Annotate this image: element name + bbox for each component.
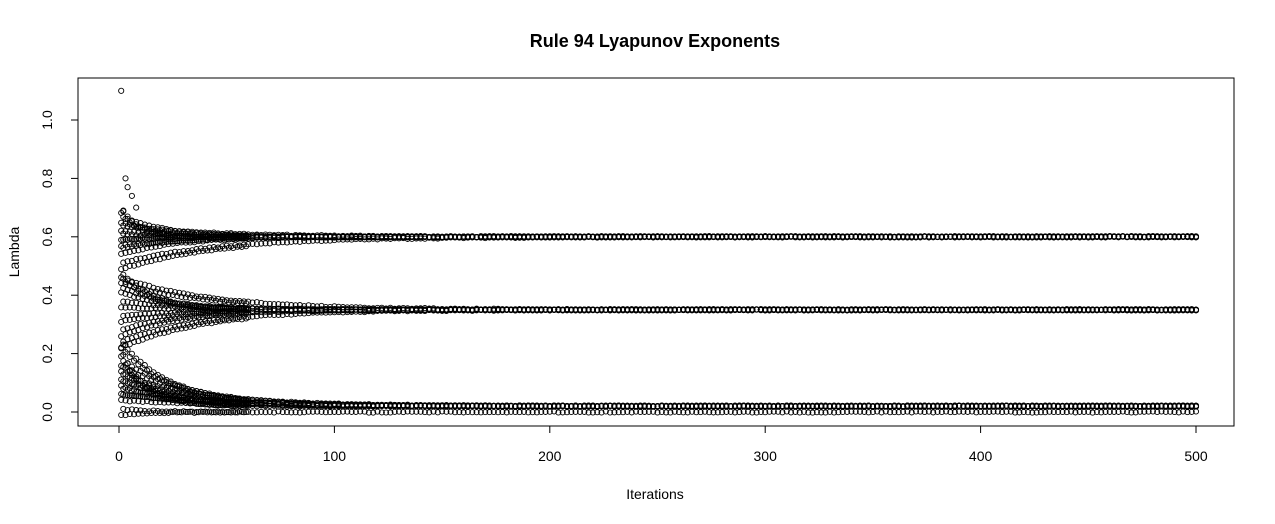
data-point bbox=[126, 241, 133, 248]
data-point bbox=[258, 234, 265, 241]
data-point bbox=[309, 233, 316, 240]
data-point bbox=[167, 249, 174, 256]
data-point bbox=[128, 236, 135, 243]
data-point bbox=[163, 227, 170, 234]
data-point bbox=[120, 259, 127, 266]
data-point bbox=[131, 247, 138, 254]
data-point bbox=[482, 233, 489, 240]
data-point bbox=[305, 233, 312, 240]
data-point bbox=[118, 227, 125, 234]
data-point bbox=[118, 243, 125, 250]
data-point bbox=[118, 250, 125, 257]
data-point bbox=[131, 262, 138, 269]
plot-frame bbox=[77, 77, 1235, 427]
data-point bbox=[152, 256, 159, 263]
data-point bbox=[118, 266, 125, 273]
data-point bbox=[124, 213, 131, 220]
data-point bbox=[143, 258, 151, 265]
data-points bbox=[118, 87, 1200, 419]
data-point bbox=[133, 256, 140, 263]
data-point bbox=[253, 234, 260, 241]
data-point bbox=[327, 234, 334, 241]
data-point bbox=[318, 233, 325, 240]
data-point bbox=[314, 233, 321, 241]
data-point bbox=[292, 233, 299, 240]
data-point bbox=[460, 233, 467, 240]
data-point bbox=[148, 258, 155, 265]
data-point bbox=[122, 241, 129, 248]
data-point bbox=[131, 241, 138, 248]
data-point bbox=[357, 232, 364, 239]
data-point bbox=[135, 229, 142, 236]
data-point bbox=[120, 222, 127, 229]
data-point bbox=[120, 236, 127, 243]
data-point bbox=[133, 224, 140, 231]
data-point bbox=[262, 234, 269, 241]
data-point bbox=[249, 234, 256, 241]
data-point bbox=[245, 233, 252, 241]
data-point bbox=[178, 237, 185, 244]
data-point bbox=[266, 233, 273, 240]
data-point bbox=[215, 234, 222, 241]
data-point bbox=[283, 233, 291, 240]
data-point bbox=[322, 234, 329, 241]
data-point bbox=[135, 247, 142, 254]
data-point bbox=[118, 236, 125, 243]
data-point bbox=[126, 262, 133, 269]
data-point bbox=[122, 249, 129, 256]
data-point bbox=[253, 231, 260, 238]
data-point bbox=[137, 224, 144, 231]
data-point bbox=[197, 234, 204, 241]
data-point bbox=[124, 223, 131, 230]
data-point bbox=[126, 248, 133, 256]
data-point bbox=[122, 228, 129, 235]
data-point bbox=[141, 224, 148, 231]
data-point bbox=[128, 217, 135, 224]
chart-title: Rule 94 Lyapunov Exponents bbox=[530, 31, 780, 51]
data-point bbox=[133, 235, 140, 242]
data-point bbox=[139, 246, 146, 253]
data-point bbox=[215, 230, 222, 237]
data-point bbox=[301, 233, 308, 240]
